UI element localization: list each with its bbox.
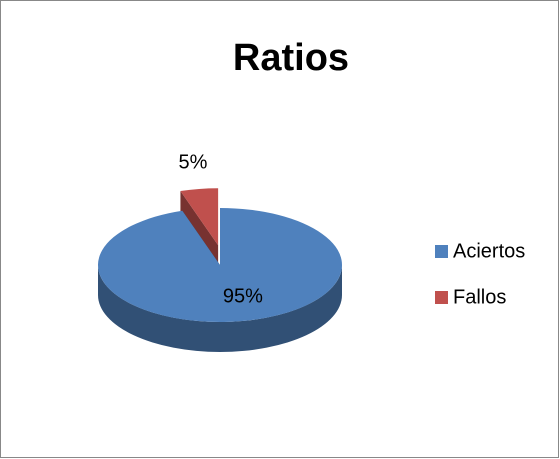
data-label: 95% [223,285,263,307]
legend-label: Fallos [453,286,506,308]
legend-swatch [435,291,448,304]
legend-swatch [435,245,448,258]
chart-title: Ratios [233,37,349,79]
slice [98,208,342,322]
legend-label: Aciertos [453,240,525,262]
slice-side [98,265,342,352]
data-label: 5% [178,152,207,174]
slice [180,188,219,246]
